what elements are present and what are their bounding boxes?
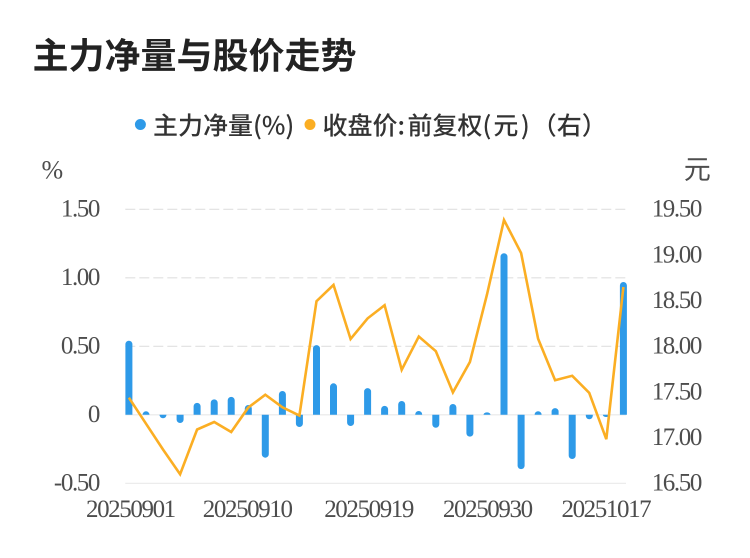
svg-text:16.50: 16.50 (652, 470, 702, 497)
svg-text:17.00: 17.00 (652, 424, 702, 451)
svg-text:18.00: 18.00 (652, 333, 702, 360)
svg-text:19.50: 19.50 (652, 196, 702, 223)
svg-text:18.50: 18.50 (652, 287, 702, 314)
svg-text:19.00: 19.00 (652, 241, 702, 268)
svg-text:20251017: 20251017 (561, 496, 651, 523)
svg-text:20250910: 20250910 (203, 496, 293, 523)
svg-text:1.00: 1.00 (61, 264, 100, 291)
svg-text:0: 0 (88, 401, 100, 428)
svg-text:20250919: 20250919 (324, 496, 414, 523)
svg-text:20250930: 20250930 (443, 496, 533, 523)
svg-text:%: % (41, 155, 63, 184)
svg-text:0.50: 0.50 (61, 333, 100, 360)
svg-text:17.50: 17.50 (652, 378, 702, 405)
svg-text:1.50: 1.50 (61, 196, 100, 223)
svg-text:20250901: 20250901 (86, 496, 175, 523)
svg-text:-0.50: -0.50 (54, 470, 100, 497)
